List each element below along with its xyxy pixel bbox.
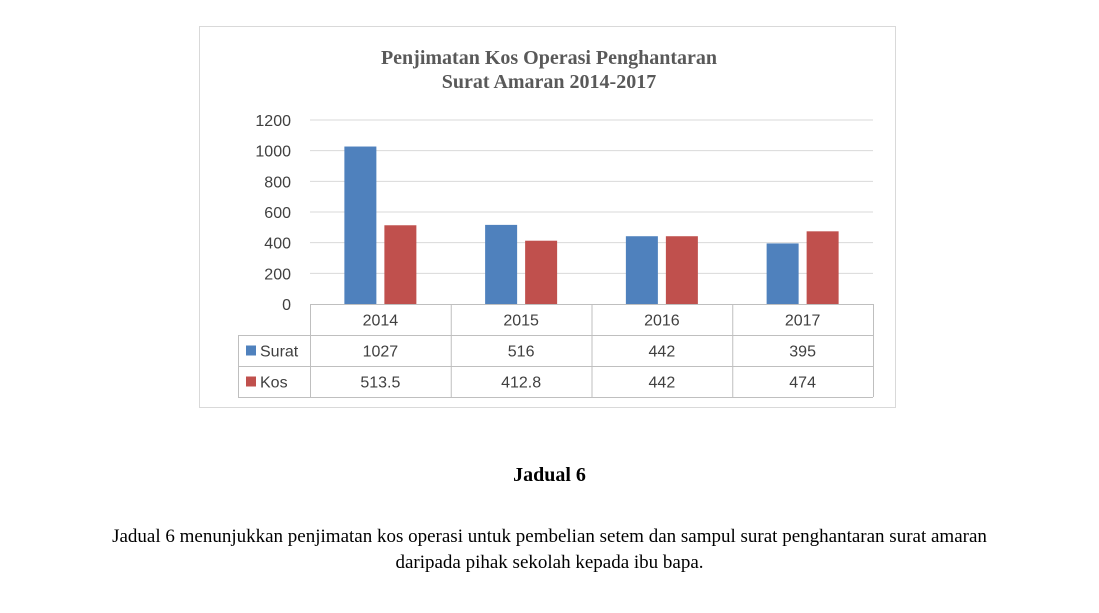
- description-line-2: daripada pihak sekolah kepada ibu bapa.: [395, 552, 704, 573]
- bar-surat-2014: [344, 146, 377, 304]
- chart-title-line-2: Surat Amaran 2014-2017: [442, 71, 656, 93]
- legend-key-kos: [246, 376, 256, 387]
- legend-label-surat: Surat: [260, 344, 299, 361]
- bars: [344, 146, 839, 304]
- legend-key-surat: [246, 345, 256, 356]
- x-tick-label: 2015: [503, 313, 539, 330]
- data-label-surat: 516: [508, 344, 535, 361]
- data-table: 2014 2015 2016 2017 Surat 1027 516 442 395 Kos 513…: [238, 304, 874, 398]
- y-tick-label: 800: [264, 174, 291, 191]
- data-label-kos: 412.8: [501, 375, 541, 392]
- bar-kos-2015: [525, 240, 558, 304]
- x-tick-label: 2016: [644, 313, 680, 330]
- data-label-kos: 474: [789, 375, 816, 392]
- data-label-kos: 442: [649, 375, 676, 392]
- chart-frame: Penjimatan Kos Operasi Penghantaran Sura…: [199, 26, 896, 408]
- x-tick-label: 2017: [785, 313, 821, 330]
- bar-surat-2015: [485, 224, 518, 304]
- y-tick-label: 1000: [255, 144, 291, 161]
- data-label-kos: 513.5: [360, 375, 400, 392]
- data-label-surat: 1027: [363, 344, 399, 361]
- chart-title-line-1: Penjimatan Kos Operasi Penghantaran: [381, 47, 717, 69]
- bar-kos-2017: [806, 231, 839, 304]
- description: Jadual 6 menunjukkan penjimatan kos oper…: [20, 524, 1079, 576]
- x-tick-label: 2014: [363, 313, 399, 330]
- y-tick-label: 400: [264, 236, 291, 253]
- y-axis-ticks: 0 200 400 600 800 1000 1200: [255, 113, 291, 314]
- bar-kos-2016: [665, 236, 698, 304]
- y-tick-label: 200: [264, 266, 291, 283]
- bar-surat-2017: [766, 243, 799, 304]
- bar-surat-2016: [625, 236, 658, 304]
- bar-kos-2014: [384, 225, 417, 304]
- y-tick-label: 1200: [255, 113, 291, 130]
- table-caption: Jadual 6: [513, 464, 586, 486]
- data-label-surat: 395: [789, 344, 816, 361]
- description-line-1: Jadual 6 menunjukkan penjimatan kos oper…: [112, 526, 987, 547]
- bar-chart: Penjimatan Kos Operasi Penghantaran Sura…: [238, 47, 874, 398]
- y-tick-label: 0: [282, 297, 291, 314]
- legend-label-kos: Kos: [260, 375, 288, 392]
- data-label-surat: 442: [649, 344, 676, 361]
- y-tick-label: 600: [264, 205, 291, 222]
